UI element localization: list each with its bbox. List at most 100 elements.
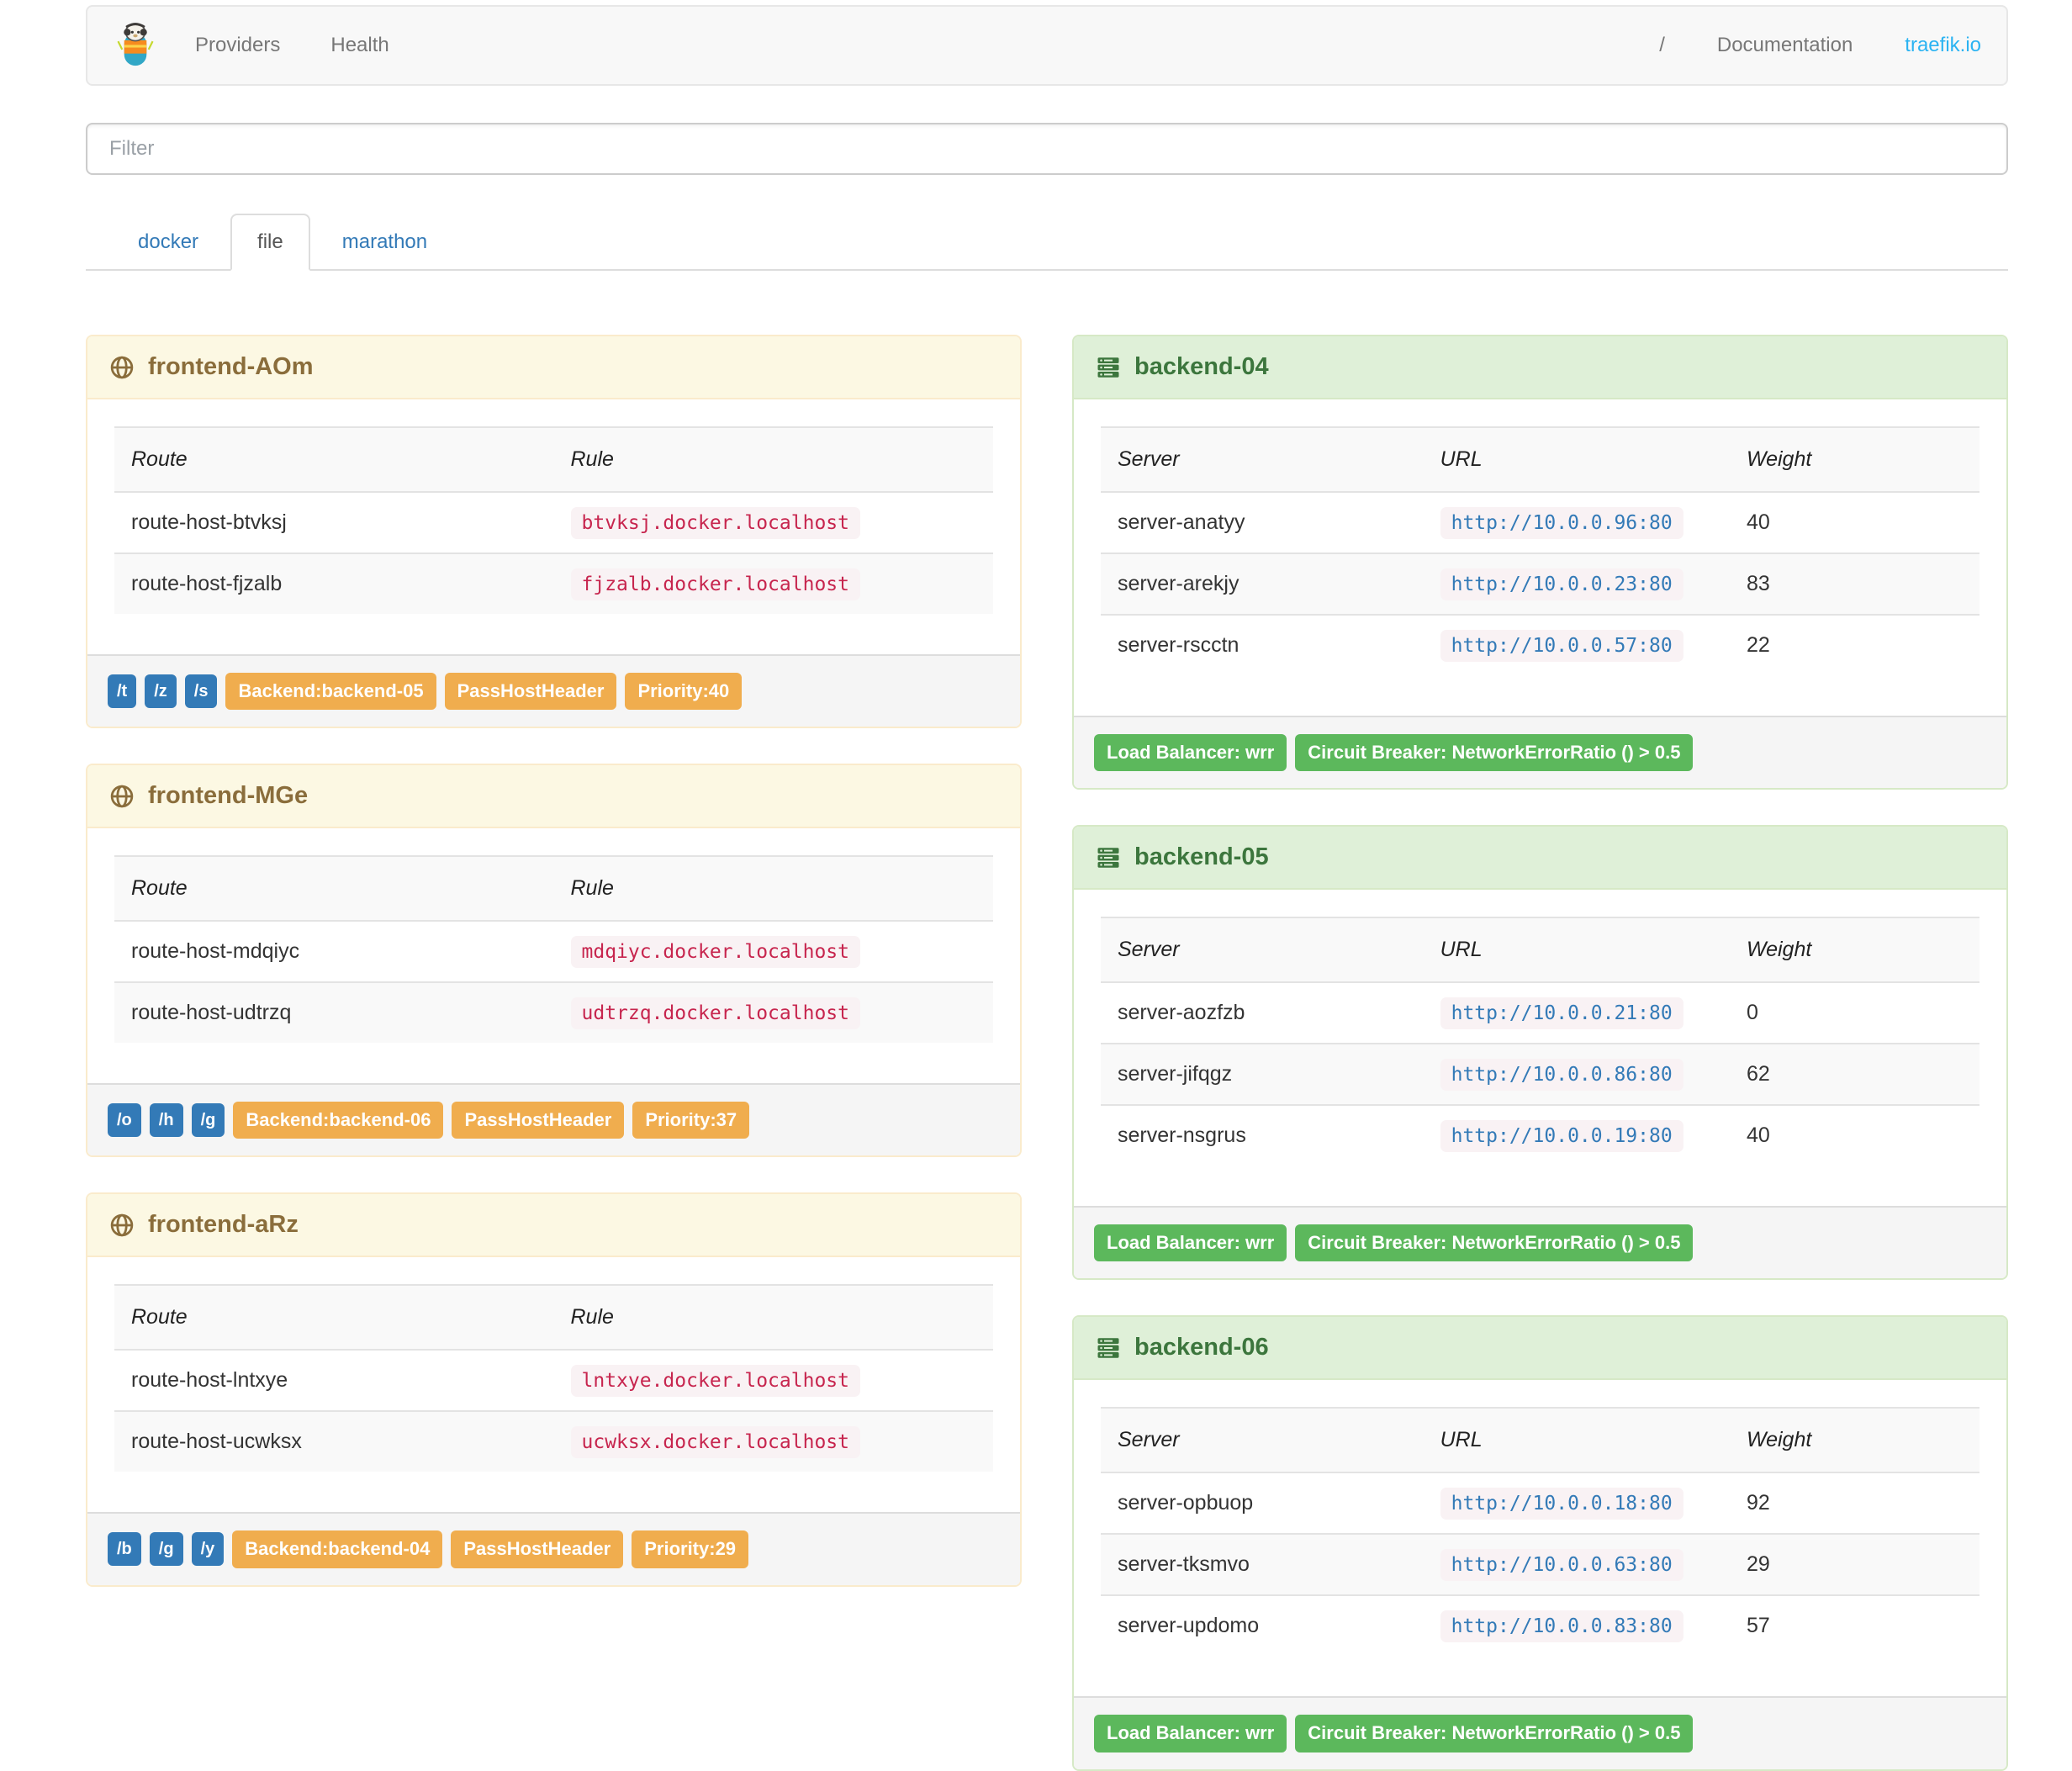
frontend-tag-badge: Priority:29 <box>632 1530 749 1568</box>
content-columns: frontend-AOm Route Rule route-host-btvks… <box>86 335 2008 1771</box>
weight-column-header: Weight <box>1746 447 1812 471</box>
server-name: server-jifqgz <box>1118 1062 1233 1086</box>
routes-table: Route Rule route-host-lntxye lntxye.dock… <box>114 1284 993 1472</box>
server-url-link[interactable]: http://10.0.0.23:80 <box>1440 568 1684 600</box>
server-stack-icon <box>1097 847 1119 868</box>
frontend-panel-header: frontend-aRz <box>87 1194 1020 1258</box>
backend-tag-badge: Circuit Breaker: NetworkErrorRatio () > … <box>1295 1224 1694 1262</box>
backend-panel-footer: Load Balancer: wrr Circuit Breaker: Netwo… <box>1074 1696 2006 1769</box>
backend-tag-badge: Load Balancer: wrr <box>1094 1224 1287 1262</box>
frontend-panel-body: Route Rule route-host-mdqiyc mdqiyc.dock… <box>87 828 1020 1084</box>
route-key-badge: /g <box>149 1532 183 1567</box>
rule-cell: udtrzq.docker.localhost <box>554 982 994 1043</box>
server-url-link[interactable]: http://10.0.0.21:80 <box>1440 997 1684 1030</box>
globe-icon <box>110 785 134 807</box>
route-key-badge: /z <box>145 674 177 709</box>
frontend-tag-badge: Backend:backend-06 <box>233 1102 444 1139</box>
server-weight: 83 <box>1746 572 1770 595</box>
server-row: server-anatyy http://10.0.0.96:80 40 <box>1101 492 1980 553</box>
route-column-header: Route <box>131 447 188 471</box>
globe-icon <box>110 356 134 378</box>
tab-docker[interactable]: docker <box>138 230 199 253</box>
backend-panel-body: Server URL Weight server-opbuop http://1… <box>1074 1380 2006 1697</box>
frontend-title: frontend-aRz <box>148 1211 299 1239</box>
traefik-logo-icon[interactable] <box>114 21 156 70</box>
rule-column-header: Rule <box>570 876 614 901</box>
server-url-link[interactable]: http://10.0.0.18:80 <box>1440 1488 1684 1520</box>
server-row: server-opbuop http://10.0.0.18:80 92 <box>1101 1472 1980 1534</box>
server-row: server-tksmvo http://10.0.0.63:80 29 <box>1101 1534 1980 1596</box>
backend-tag-badge: Load Balancer: wrr <box>1094 734 1287 772</box>
frontend-panel-header: frontend-MGe <box>87 765 1020 829</box>
rule-code: fjzalb.docker.localhost <box>570 568 860 600</box>
nav-traefik-io[interactable]: traefik.io <box>1905 34 1981 56</box>
servers-table-header-row: Server URL Weight <box>1101 917 1980 983</box>
routes-table: Route Rule route-host-mdqiyc mdqiyc.dock… <box>114 855 994 1044</box>
frontend-panel-footer: /t/z/s Backend:backend-05 PassHostHeader Pr… <box>87 654 1020 727</box>
backend-panel-footer: Load Balancer: wrr Circuit Breaker: Netwo… <box>1074 716 2006 789</box>
route-name: route-host-udtrzq <box>131 1001 292 1025</box>
server-url-link[interactable]: http://10.0.0.57:80 <box>1440 630 1684 662</box>
navbar-left: Providers Health <box>114 21 440 70</box>
frontend-panel: frontend-AOm Route Rule route-host-btvks… <box>86 335 1022 729</box>
nav-health[interactable]: Health <box>330 34 389 56</box>
server-row: server-rscctn http://10.0.0.57:80 22 <box>1101 615 1980 675</box>
nav-providers[interactable]: Providers <box>195 34 281 56</box>
route-name: route-host-lntxye <box>131 1368 288 1393</box>
provider-tabs: docker file marathon <box>86 214 2008 271</box>
route-name: route-host-btvksj <box>131 510 287 534</box>
server-url-link[interactable]: http://10.0.0.83:80 <box>1440 1610 1684 1643</box>
route-key-badge: /h <box>149 1103 183 1138</box>
server-row: server-arekjy http://10.0.0.23:80 83 <box>1101 553 1980 615</box>
route-row: route-host-mdqiyc mdqiyc.docker.localhos… <box>114 921 993 982</box>
route-key-badge: /s <box>184 674 218 709</box>
backend-title: backend-06 <box>1134 1334 1269 1361</box>
frontend-tag-badge: Backend:backend-05 <box>225 673 436 711</box>
route-row: route-host-lntxye lntxye.docker.localhos… <box>114 1350 993 1411</box>
navbar: Providers Health / Documentation traefik… <box>86 5 2008 86</box>
servers-table-header-row: Server URL Weight <box>1101 1408 1980 1473</box>
server-column-header: Server <box>1118 447 1180 471</box>
tab-file[interactable]: file <box>230 214 310 271</box>
server-url-link[interactable]: http://10.0.0.19:80 <box>1440 1120 1684 1153</box>
backend-panel-header: backend-05 <box>1074 827 2006 891</box>
weight-column-header: Weight <box>1746 938 1812 962</box>
frontends-column: frontend-AOm Route Rule route-host-btvks… <box>86 335 1022 1587</box>
server-url-cell: http://10.0.0.21:80 <box>1424 982 1730 1044</box>
frontend-tag-badge: PassHostHeader <box>444 673 617 711</box>
backend-panel: backend-05 Server URL Weight server-aozf… <box>1072 825 2008 1281</box>
server-row: server-jifqgz http://10.0.0.86:80 62 <box>1101 1044 1980 1106</box>
server-stack-icon <box>1097 1338 1119 1358</box>
route-row: route-host-ucwksx ucwksx.docker.localhos… <box>114 1411 993 1472</box>
url-column-header: URL <box>1440 447 1483 471</box>
route-row: route-host-btvksj btvksj.docker.localhos… <box>114 492 993 553</box>
server-weight: 40 <box>1746 510 1770 534</box>
server-url-link[interactable]: http://10.0.0.96:80 <box>1440 507 1684 539</box>
nav-documentation[interactable]: Documentation <box>1716 34 1853 56</box>
frontend-tag-badge: Backend:backend-04 <box>232 1530 443 1568</box>
page: Providers Health / Documentation traefik… <box>86 5 2008 1771</box>
backend-panel: backend-06 Server URL Weight server-opbu… <box>1072 1315 2008 1771</box>
server-url-cell: http://10.0.0.23:80 <box>1424 553 1730 615</box>
server-url-link[interactable]: http://10.0.0.63:80 <box>1440 1549 1684 1582</box>
server-url-cell: http://10.0.0.63:80 <box>1424 1534 1730 1595</box>
server-url-cell: http://10.0.0.19:80 <box>1424 1105 1730 1166</box>
route-key-badge: /y <box>191 1532 225 1567</box>
route-key-badge: /b <box>108 1532 141 1567</box>
server-row: server-aozfzb http://10.0.0.21:80 0 <box>1101 982 1980 1044</box>
filter-input[interactable] <box>86 123 2008 175</box>
frontend-panel-footer: /o/h/g Backend:backend-06 PassHostHeader Pr… <box>87 1083 1020 1156</box>
route-key-badge: /o <box>108 1103 141 1138</box>
routes-table-header-row: Route Rule <box>114 856 993 922</box>
server-url-link[interactable]: http://10.0.0.86:80 <box>1440 1059 1684 1092</box>
route-column-header: Route <box>131 1305 188 1330</box>
rule-cell: btvksj.docker.localhost <box>554 492 994 553</box>
rule-column-header: Rule <box>570 447 614 471</box>
frontend-title: frontend-AOm <box>148 353 314 380</box>
rule-column-header: Rule <box>570 1305 614 1330</box>
server-name: server-arekjy <box>1118 572 1240 595</box>
server-weight: 0 <box>1746 1001 1758 1025</box>
tab-marathon[interactable]: marathon <box>341 230 428 253</box>
frontend-panel-body: Route Rule route-host-btvksj btvksj.dock… <box>87 399 1020 654</box>
globe-icon <box>110 1213 134 1237</box>
